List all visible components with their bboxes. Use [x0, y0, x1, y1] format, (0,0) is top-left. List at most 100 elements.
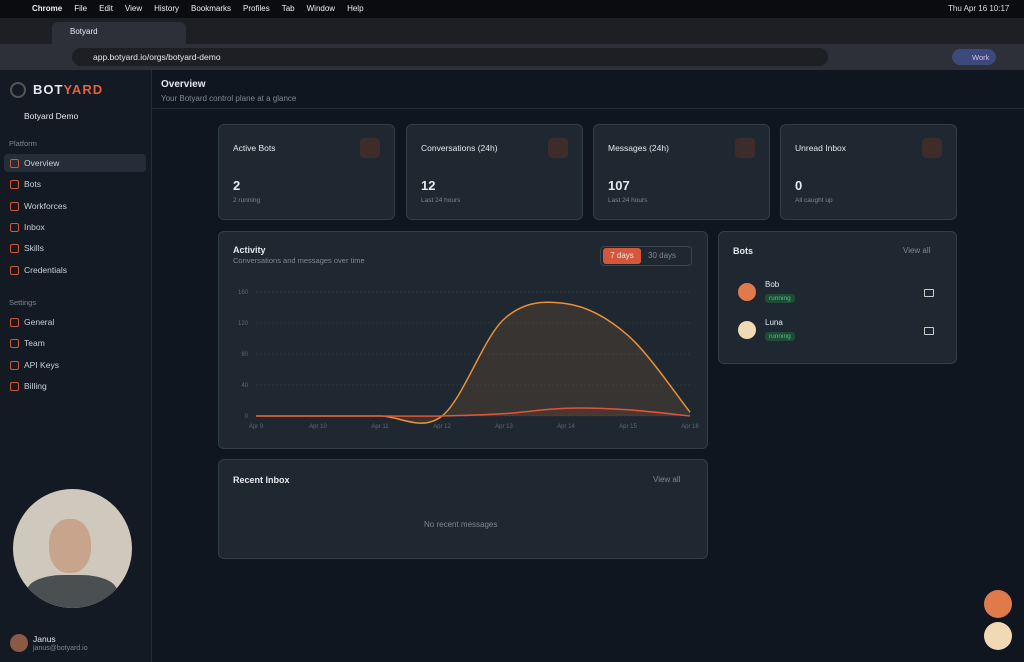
nav-icon: [10, 265, 19, 275]
bot-status: running: [765, 294, 795, 303]
inbox-title: Recent Inbox: [233, 475, 290, 485]
x-tick-label: Apr 13: [495, 424, 513, 430]
stat-value: 0: [795, 178, 803, 193]
y-tick-label: 120: [238, 321, 249, 327]
range-toggle: [600, 246, 692, 266]
logo: [10, 82, 26, 98]
stat-value: 12: [421, 178, 436, 193]
bots-title: Bots: [733, 246, 753, 256]
url-field[interactable]: [72, 48, 828, 66]
tab-title[interactable]: Botyard: [70, 27, 98, 36]
webcam: [13, 489, 132, 608]
brand-a: BOT: [33, 82, 64, 97]
nav-icon: [10, 222, 19, 232]
menu-item[interactable]: View: [124, 4, 143, 13]
tab[interactable]: [52, 22, 186, 44]
stat-icon: [548, 138, 568, 158]
nav-item[interactable]: Overview: [24, 158, 60, 168]
menu-item[interactable]: Help: [347, 4, 364, 13]
profile[interactable]: Work: [972, 53, 990, 62]
nav-icon: [10, 180, 19, 190]
menu-item[interactable]: Tab: [281, 4, 295, 13]
user-name: Janus: [33, 634, 56, 644]
clock: Thu Apr 16 10:17: [948, 4, 1010, 13]
menu-item[interactable]: Bookmarks: [191, 4, 232, 13]
brand: BOTYARD: [33, 82, 103, 97]
activity-chart: 0 40 80 120 160 Apr 9 Apr 10 Apr 11 Apr 12 Apr 13…: [238, 290, 700, 430]
nav-icon: [10, 318, 19, 327]
y-tick-label: 0: [245, 414, 249, 420]
floating-avatar[interactable]: [984, 590, 1012, 618]
x-tick-label: Apr 10: [309, 424, 327, 430]
stat-sub: Last 24 hours: [608, 197, 648, 204]
menu-bar: [0, 0, 1024, 18]
stat-sub: 2 running: [233, 197, 261, 204]
stat-icon: [922, 138, 942, 158]
nav-item[interactable]: Team: [24, 338, 45, 349]
floating-avatar[interactable]: [984, 622, 1012, 650]
y-tick-label: 160: [238, 290, 249, 296]
bot-name[interactable]: Luna: [765, 318, 783, 327]
range-30[interactable]: 30 days: [648, 251, 677, 260]
header-rule: [152, 108, 1024, 109]
bots-view-all[interactable]: View all: [903, 246, 931, 255]
nav-active: [4, 154, 146, 172]
stat-sub: Last 24 hours: [421, 197, 461, 204]
stat-label: Unread Inbox: [795, 143, 847, 153]
nav-item[interactable]: Credentials: [24, 264, 67, 275]
y-tick-label: 40: [241, 383, 248, 389]
org-switcher[interactable]: Botyard Demo: [24, 111, 79, 121]
stat-sub: All caught up: [795, 197, 833, 204]
face: [49, 519, 91, 573]
inbox-empty: No recent messages: [424, 520, 498, 529]
x-tick-label: Apr 16: [681, 424, 699, 430]
range-7[interactable]: 7 days: [603, 248, 641, 264]
nav-item[interactable]: General: [24, 317, 55, 327]
nav-icon: [10, 339, 19, 349]
brand-b: YARD: [63, 82, 104, 97]
nav-icon: [10, 381, 19, 391]
menu-item[interactable]: Edit: [99, 4, 113, 13]
menu-item[interactable]: Profiles: [243, 4, 270, 13]
menu-item[interactable]: History: [154, 4, 180, 13]
x-tick-label: Apr 11: [371, 424, 389, 430]
nav-item[interactable]: Workforces: [24, 200, 67, 211]
bot-name[interactable]: Bob: [765, 280, 780, 289]
url[interactable]: app.botyard.io/orgs/botyard-demo: [93, 52, 221, 62]
activity-title: Activity: [233, 245, 266, 255]
nav-item[interactable]: Inbox: [24, 221, 45, 232]
nav-item[interactable]: Billing: [24, 380, 47, 391]
y-tick-label: 80: [241, 352, 248, 358]
nav-icon: [10, 201, 19, 211]
nav-item[interactable]: API Keys: [24, 359, 59, 370]
x-tick-label: Apr 14: [557, 424, 575, 430]
nav-section: Platform: [9, 139, 37, 148]
stat-label: Messages (24h): [608, 143, 669, 153]
x-tick-label: Apr 12: [433, 424, 451, 430]
bot-chat[interactable]: [924, 289, 934, 297]
user-email: janus@botyard.io: [33, 645, 88, 652]
stat-label: Active Bots: [233, 143, 276, 153]
stat-icon: [735, 138, 755, 158]
bot-avatar: [738, 321, 756, 339]
nav-item[interactable]: Skills: [24, 243, 44, 254]
area: [256, 302, 690, 424]
header-subtitle: Your Botyard control plane at a glance: [161, 94, 297, 103]
inbox-view-all[interactable]: View all: [653, 475, 681, 484]
shirt: [27, 575, 117, 608]
nav-icon: [10, 244, 19, 254]
profile-button[interactable]: [952, 49, 996, 65]
nav-icon: [10, 360, 19, 370]
stat-value: 2: [233, 178, 241, 193]
nav-item[interactable]: Bots: [24, 179, 42, 190]
x-tick-label: Apr 9: [249, 424, 264, 430]
header-title: Overview: [161, 79, 206, 90]
area: [256, 408, 690, 417]
menu-item[interactable]: Chrome: [32, 4, 63, 13]
inbox-card: [218, 459, 708, 559]
menu-item[interactable]: File: [74, 4, 88, 13]
menu-item[interactable]: Window: [306, 4, 336, 13]
bot-chat[interactable]: [924, 327, 934, 335]
bots-card: [718, 231, 957, 364]
line: [255, 407, 691, 417]
